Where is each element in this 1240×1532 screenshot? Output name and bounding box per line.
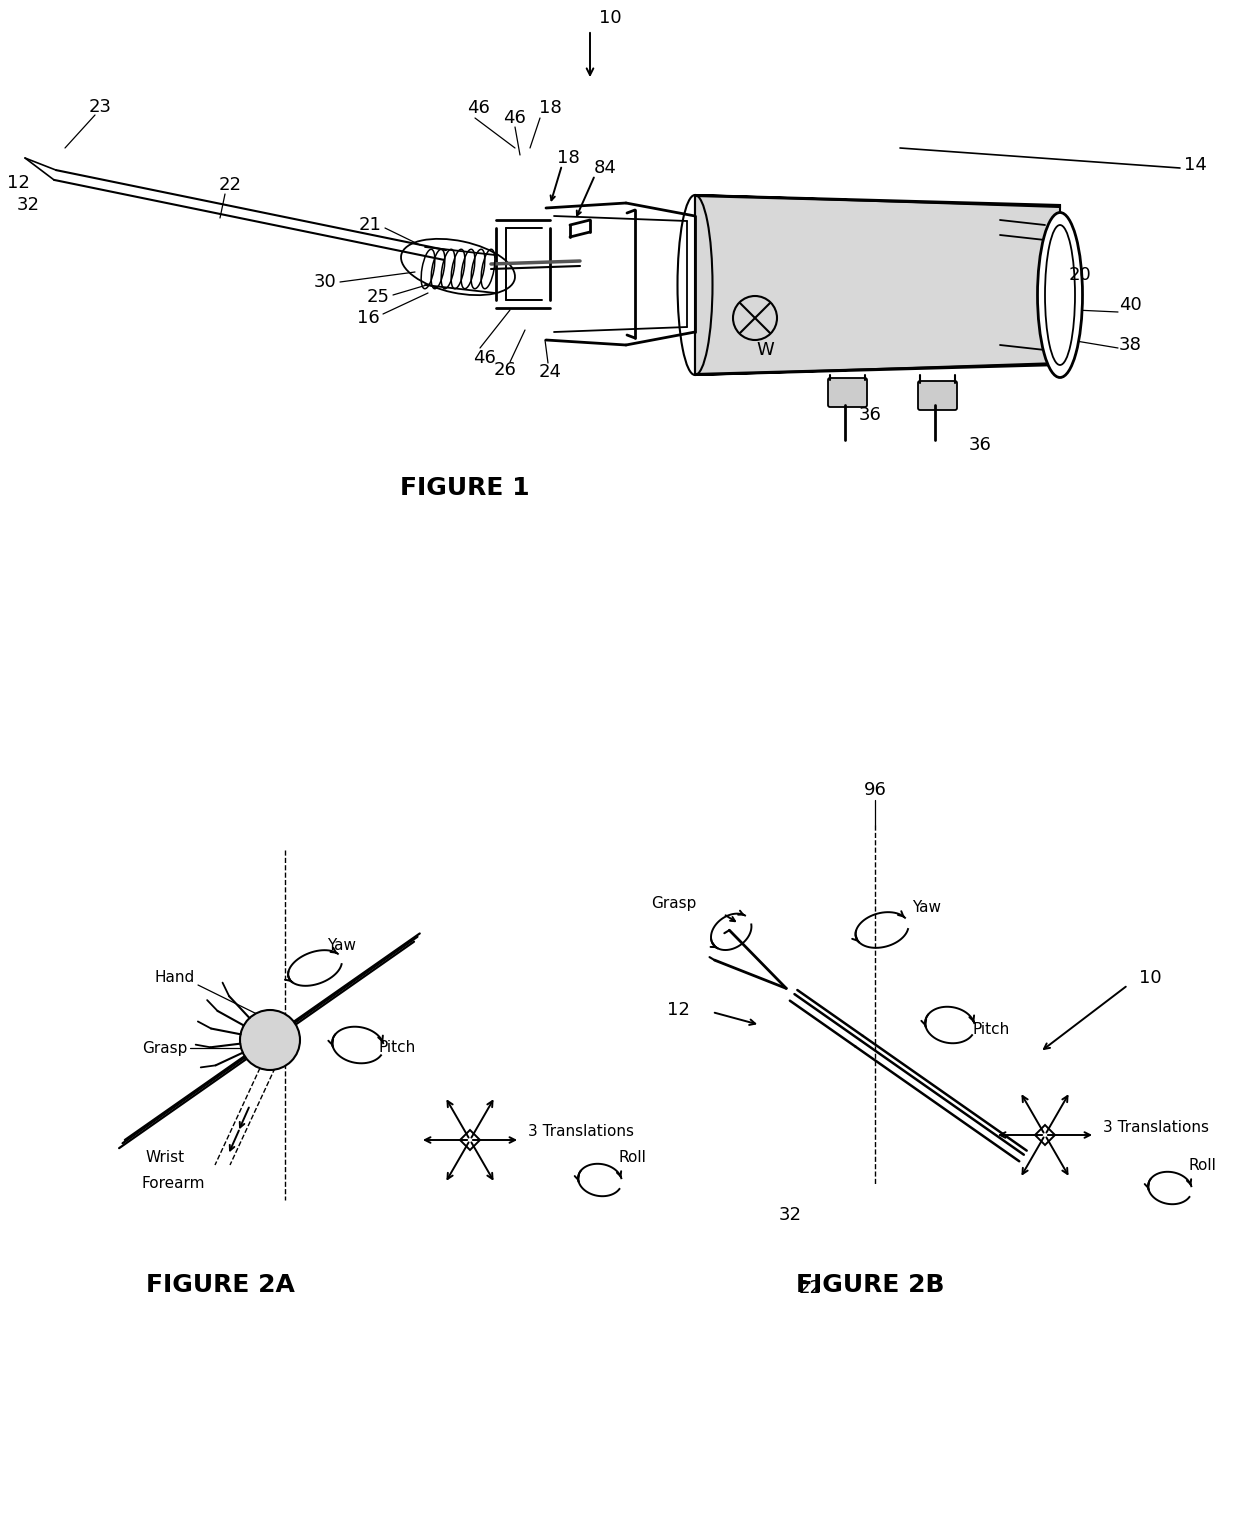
Text: Roll: Roll: [618, 1151, 646, 1166]
Text: 12: 12: [6, 175, 30, 192]
Text: 40: 40: [1118, 296, 1141, 314]
Text: 18: 18: [557, 149, 579, 167]
Text: Yaw: Yaw: [911, 901, 941, 916]
Text: 10: 10: [1138, 970, 1162, 987]
Text: 26: 26: [494, 362, 516, 378]
FancyBboxPatch shape: [828, 378, 867, 408]
Ellipse shape: [1038, 213, 1083, 377]
Text: 21: 21: [358, 216, 382, 234]
Text: 32: 32: [16, 196, 40, 214]
Text: 12: 12: [667, 1000, 689, 1019]
Text: 32: 32: [779, 1206, 801, 1224]
Text: 46: 46: [503, 109, 527, 127]
Polygon shape: [694, 196, 1060, 374]
Polygon shape: [694, 363, 1060, 375]
Text: 96: 96: [863, 781, 887, 800]
Text: 20: 20: [1069, 267, 1091, 283]
Text: 46: 46: [466, 100, 490, 116]
Circle shape: [241, 1010, 300, 1069]
Text: 46: 46: [474, 349, 496, 368]
Text: Grasp: Grasp: [651, 896, 696, 912]
Text: 84: 84: [594, 159, 616, 178]
Text: Forearm: Forearm: [141, 1175, 205, 1190]
Text: Grasp: Grasp: [143, 1040, 187, 1056]
Text: Roll: Roll: [1188, 1158, 1216, 1174]
Text: 22: 22: [799, 1279, 821, 1298]
Text: FIGURE 1: FIGURE 1: [401, 476, 529, 499]
Text: FIGURE 2A: FIGURE 2A: [145, 1273, 294, 1298]
Text: 16: 16: [357, 309, 379, 326]
Text: 3 Translations: 3 Translations: [528, 1124, 634, 1140]
Text: FIGURE 2B: FIGURE 2B: [796, 1273, 944, 1298]
Text: 23: 23: [88, 98, 112, 116]
Text: 25: 25: [367, 288, 389, 306]
Text: 36: 36: [968, 437, 992, 453]
Text: 14: 14: [1183, 156, 1207, 175]
Text: Hand: Hand: [155, 970, 195, 985]
Text: Pitch: Pitch: [972, 1022, 1009, 1037]
Polygon shape: [694, 195, 1060, 207]
Text: 36: 36: [858, 406, 882, 424]
Text: 18: 18: [538, 100, 562, 116]
Text: 24: 24: [538, 363, 562, 381]
Text: 22: 22: [218, 176, 242, 195]
Text: 30: 30: [314, 273, 336, 291]
FancyBboxPatch shape: [918, 381, 957, 411]
Text: 3 Translations: 3 Translations: [1104, 1120, 1209, 1135]
Text: Wrist: Wrist: [146, 1151, 185, 1166]
Text: 38: 38: [1118, 336, 1142, 354]
Text: Pitch: Pitch: [378, 1040, 415, 1056]
Text: Yaw: Yaw: [327, 939, 356, 953]
Text: 10: 10: [599, 9, 621, 28]
Text: W: W: [756, 342, 774, 358]
